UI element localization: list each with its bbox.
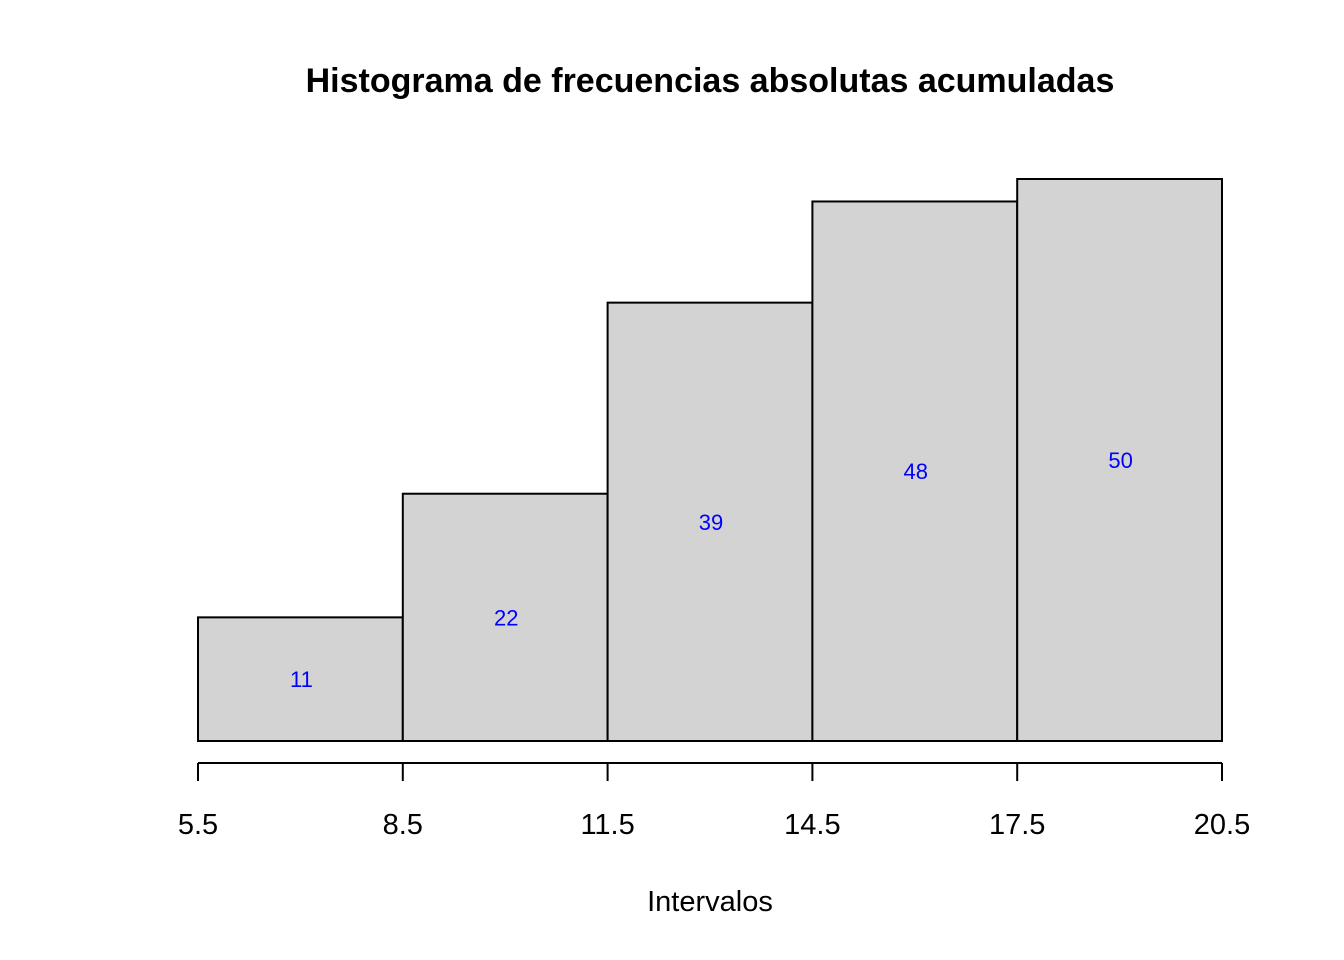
bar-value-label: 50: [1108, 448, 1132, 473]
x-axis-label: Intervalos: [647, 886, 773, 918]
bar-value-label: 11: [290, 667, 313, 692]
histogram-bar: [1016, 178, 1224, 742]
x-tick-label: 8.5: [383, 809, 423, 841]
bar-value-label: 39: [699, 510, 723, 535]
x-tick-label: 14.5: [784, 809, 840, 841]
histogram-bar: [811, 200, 1019, 743]
x-tick-label: 20.5: [1194, 809, 1250, 841]
bars-layer: [197, 178, 1224, 743]
x-axis: 5.5 8.5 11.5 14.5 17.5 20.5: [178, 762, 1250, 841]
histogram-bar: [197, 616, 404, 742]
x-tick-label: 5.5: [178, 809, 218, 841]
data-labels-layer: 11 22 39 48 50: [290, 448, 1133, 692]
x-tick-label: 17.5: [989, 809, 1045, 841]
histogram-bar: [401, 492, 609, 742]
chart-title: Histograma de frecuencias absolutas acum…: [306, 62, 1115, 100]
histogram-bar: [606, 301, 814, 742]
bar-value-label: 48: [904, 459, 928, 484]
bar-value-label: 22: [494, 605, 518, 630]
x-tick-label: 11.5: [580, 809, 634, 841]
